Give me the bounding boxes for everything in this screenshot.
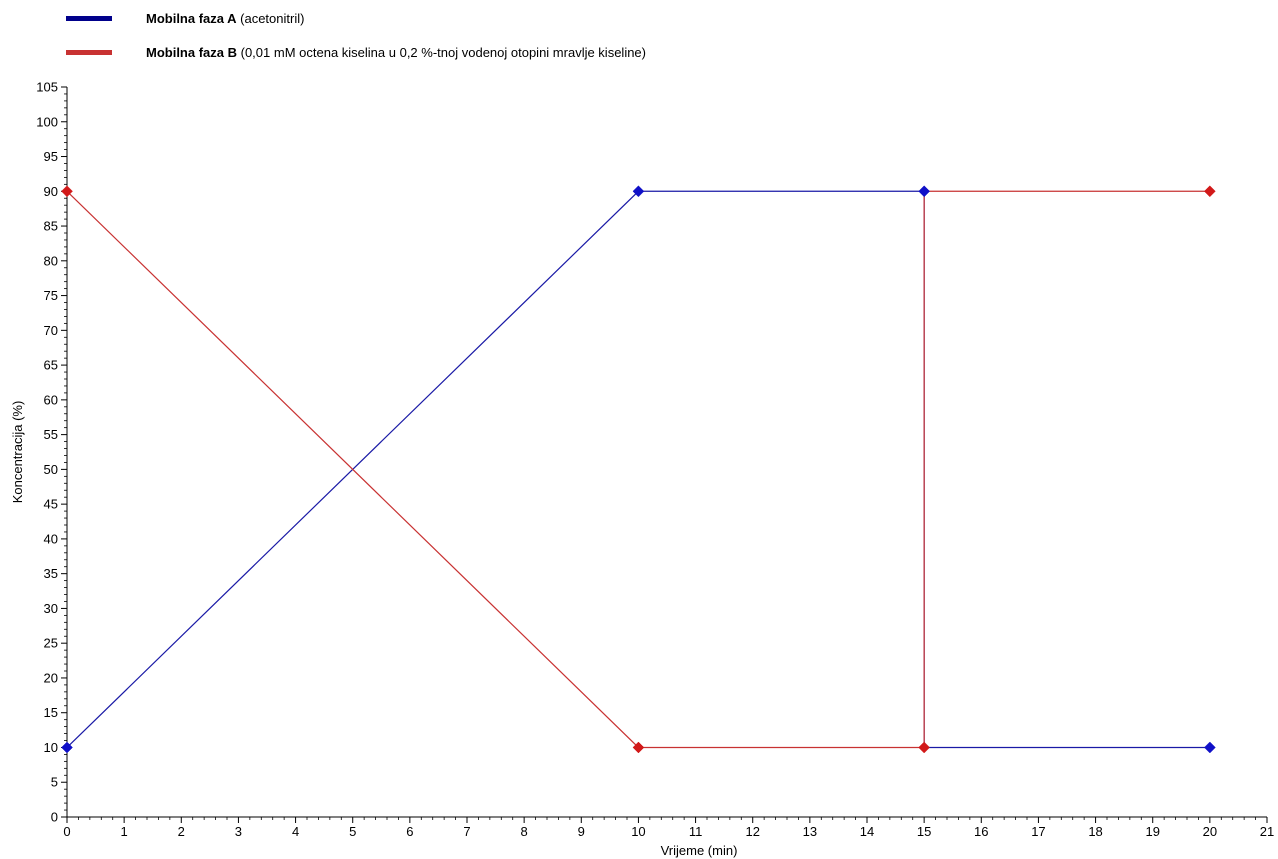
data-point-a bbox=[1204, 741, 1216, 754]
y-axis-label: Koncentracija (%) bbox=[10, 401, 25, 504]
x-tick-label: 14 bbox=[860, 824, 874, 839]
legend-item-series-a: Mobilna faza A (acetonitril) bbox=[66, 8, 304, 28]
data-point-b bbox=[918, 741, 930, 754]
y-tick-label: 15 bbox=[44, 705, 58, 720]
y-tick-label: 25 bbox=[44, 636, 58, 651]
chart-legend: Mobilna faza A (acetonitril) Mobilna faz… bbox=[0, 0, 900, 70]
series-line-b bbox=[66, 190, 1210, 749]
y-tick-label: 105 bbox=[36, 80, 58, 95]
x-tick-label: 0 bbox=[63, 824, 70, 839]
x-tick-label: 8 bbox=[521, 824, 528, 839]
x-tick-label: 17 bbox=[1031, 824, 1045, 839]
x-tick-label: 7 bbox=[463, 824, 470, 839]
data-point-a bbox=[61, 741, 73, 754]
data-point-b bbox=[61, 185, 73, 198]
legend-item-series-b: Mobilna faza B (0,01 mM octena kiselina … bbox=[66, 42, 646, 62]
y-tick-label: 35 bbox=[44, 566, 58, 581]
x-tick-label: 4 bbox=[292, 824, 299, 839]
y-tick-label: 80 bbox=[44, 253, 58, 268]
x-tick-label: 5 bbox=[349, 824, 356, 839]
y-tick-label: 70 bbox=[44, 323, 58, 338]
y-tick-label: 100 bbox=[36, 114, 58, 129]
x-tick-label: 2 bbox=[178, 824, 185, 839]
x-tick-label: 1 bbox=[121, 824, 128, 839]
series-line-a bbox=[66, 190, 1210, 749]
legend-swatch-series-a bbox=[66, 15, 112, 21]
x-tick-label: 11 bbox=[689, 824, 703, 839]
x-tick-label: 3 bbox=[235, 824, 242, 839]
y-tick-label: 55 bbox=[44, 427, 58, 442]
y-tick-label: 45 bbox=[44, 497, 58, 512]
y-tick-label: 0 bbox=[51, 810, 58, 825]
x-tick-label: 13 bbox=[803, 824, 817, 839]
y-tick-label: 30 bbox=[44, 601, 58, 616]
y-tick-label: 40 bbox=[44, 531, 58, 546]
chart-axes: 0510152025303540455055606570758085909510… bbox=[36, 80, 1274, 840]
x-tick-label: 15 bbox=[917, 824, 931, 839]
x-tick-label: 6 bbox=[406, 824, 413, 839]
data-point-b bbox=[1204, 185, 1216, 198]
x-tick-label: 19 bbox=[1145, 824, 1159, 839]
y-tick-label: 20 bbox=[44, 670, 58, 685]
y-tick-label: 5 bbox=[51, 775, 58, 790]
x-tick-label: 21 bbox=[1260, 824, 1274, 839]
x-tick-label: 9 bbox=[578, 824, 585, 839]
x-tick-label: 12 bbox=[745, 824, 759, 839]
y-tick-label: 75 bbox=[44, 288, 58, 303]
x-tick-label: 10 bbox=[631, 824, 645, 839]
x-tick-label: 20 bbox=[1203, 824, 1217, 839]
y-tick-label: 60 bbox=[44, 392, 58, 407]
legend-label-series-a: Mobilna faza A (acetonitril) bbox=[146, 10, 305, 26]
y-tick-label: 50 bbox=[44, 462, 58, 477]
y-tick-label: 10 bbox=[44, 740, 58, 755]
y-tick-label: 95 bbox=[44, 149, 58, 164]
data-point-a bbox=[918, 185, 930, 198]
legend-label-series-b: Mobilna faza B (0,01 mM octena kiselina … bbox=[146, 44, 646, 60]
y-tick-label: 85 bbox=[44, 219, 58, 234]
x-tick-label: 16 bbox=[974, 824, 988, 839]
x-tick-label: 18 bbox=[1088, 824, 1102, 839]
legend-swatch-series-b bbox=[66, 49, 112, 55]
data-point-a bbox=[632, 185, 645, 198]
x-axis-label: Vrijeme (min) bbox=[661, 843, 738, 858]
chart-series-layer bbox=[61, 185, 1216, 754]
data-point-b bbox=[632, 741, 645, 754]
y-tick-label: 65 bbox=[44, 358, 58, 373]
y-tick-label: 90 bbox=[44, 184, 58, 199]
